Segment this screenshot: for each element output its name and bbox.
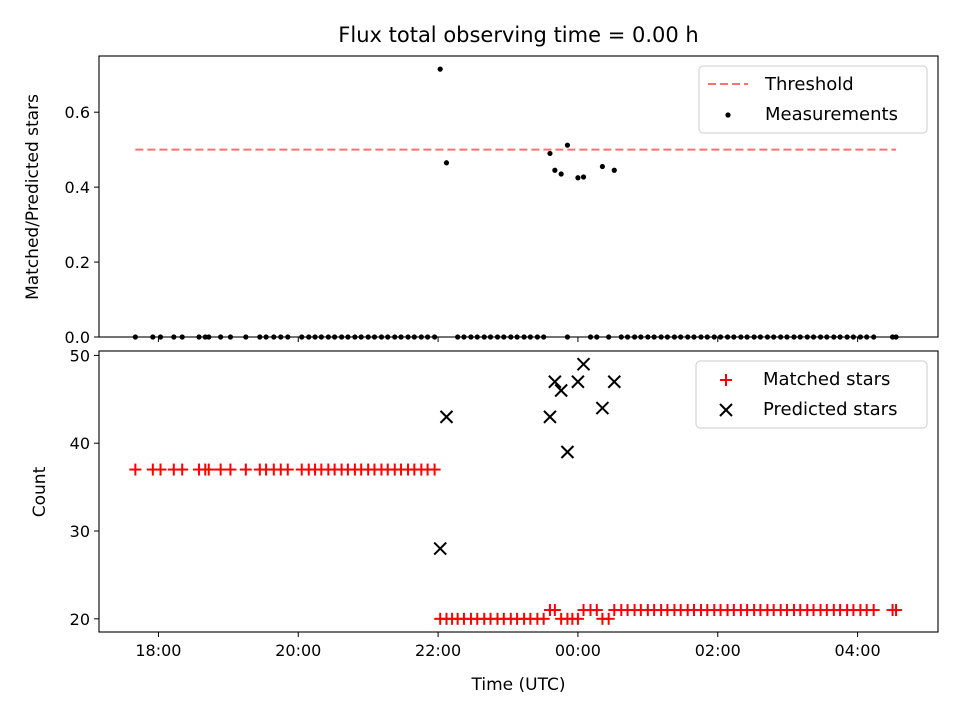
measurement-point xyxy=(580,174,587,180)
matched-star-point xyxy=(590,604,603,617)
top-y-tick-label: 0.4 xyxy=(65,178,90,197)
chart-title: Flux total observing time = 0.00 h xyxy=(338,23,698,47)
bottom-legend-box xyxy=(695,360,928,429)
bottom-y-tick-label: 30 xyxy=(70,522,90,541)
top-y-tick-label: 0.6 xyxy=(65,103,90,122)
predicted-star-point xyxy=(560,445,575,459)
top-panel: Flux total observing time = 0.00 h 0.00.… xyxy=(23,23,939,347)
x-tick-label: 22:00 xyxy=(415,641,461,660)
measurement-point xyxy=(564,142,571,148)
matched-star-point xyxy=(548,604,561,617)
matched-star-point xyxy=(176,463,189,476)
threshold-legend-label: Threshold xyxy=(764,74,854,95)
measurements-legend-swatch xyxy=(725,112,731,118)
predicted-star-point xyxy=(595,401,610,415)
matched-star-point xyxy=(428,463,441,476)
matched-star-point xyxy=(202,463,215,476)
bottom-legend: Matched stars Predicted stars xyxy=(695,360,928,429)
matched-star-point xyxy=(571,612,584,625)
matched-star-point xyxy=(867,604,880,617)
x-tick-label: 20:00 xyxy=(275,641,321,660)
x-tick-label: 00:00 xyxy=(555,641,601,660)
predicted-star-point xyxy=(543,410,557,424)
matched-star-point xyxy=(224,463,237,476)
predicted-stars-legend-label: Predicted stars xyxy=(763,399,897,420)
predicted-stars-legend-swatch xyxy=(719,403,733,417)
x-axis-label: Time (UTC) xyxy=(471,675,566,695)
matched-star-point xyxy=(154,463,167,476)
top-x-ticks xyxy=(157,337,859,342)
matched-star-point xyxy=(281,463,294,476)
measurement-point xyxy=(599,163,606,170)
predicted-star-point xyxy=(571,375,585,389)
top-y-axis: 0.0 0.2 0.4 0.6 xyxy=(65,103,99,347)
matched-stars-legend-swatch xyxy=(720,374,732,386)
x-tick-label: 02:00 xyxy=(695,641,741,660)
top-y-tick-label: 0.2 xyxy=(65,253,90,272)
matched-star-point xyxy=(239,463,252,476)
top-y-axis-label: Matched/Predicted stars xyxy=(23,94,43,300)
predicted-star-point xyxy=(433,541,447,556)
predicted-star-point xyxy=(576,357,591,371)
bottom-y-tick-label: 40 xyxy=(70,434,90,453)
bottom-x-axis: 18:00 20:00 22:00 00:00 02:00 04:00 xyxy=(135,632,881,660)
bottom-axes-frame xyxy=(98,350,939,633)
matched-star-point xyxy=(890,604,903,617)
bottom-y-axis: 20 30 40 50 xyxy=(70,346,99,629)
bottom-y-axis-label: Count xyxy=(30,466,50,517)
bottom-y-tick-label: 50 xyxy=(70,346,90,365)
predicted-star-point xyxy=(439,410,454,424)
measurement-point xyxy=(575,175,581,181)
top-axes-frame xyxy=(98,55,939,338)
bottom-plot-area xyxy=(129,357,903,625)
x-tick-label: 18:00 xyxy=(135,641,181,660)
top-legend-box xyxy=(698,65,928,134)
x-tick-label: 04:00 xyxy=(835,641,881,660)
predicted-star-point xyxy=(554,383,568,398)
matched-star-point xyxy=(602,612,615,625)
predicted-star-point xyxy=(548,375,562,389)
matched-star-point xyxy=(537,612,550,625)
measurement-point xyxy=(552,167,558,173)
measurement-point xyxy=(443,160,450,166)
measurements-legend-label: Measurements xyxy=(765,104,898,125)
measurement-point xyxy=(611,167,617,173)
top-legend: Threshold Measurements xyxy=(698,65,928,134)
top-y-tick-label: 0.0 xyxy=(65,328,90,347)
predicted-star-point xyxy=(607,375,621,389)
bottom-y-tick-label: 20 xyxy=(70,610,90,629)
measurement-point xyxy=(547,150,553,157)
measurement-point xyxy=(558,171,564,177)
matched-stars-legend-label: Matched stars xyxy=(763,369,890,390)
matched-star-point xyxy=(129,463,142,476)
measurement-point xyxy=(437,66,443,72)
